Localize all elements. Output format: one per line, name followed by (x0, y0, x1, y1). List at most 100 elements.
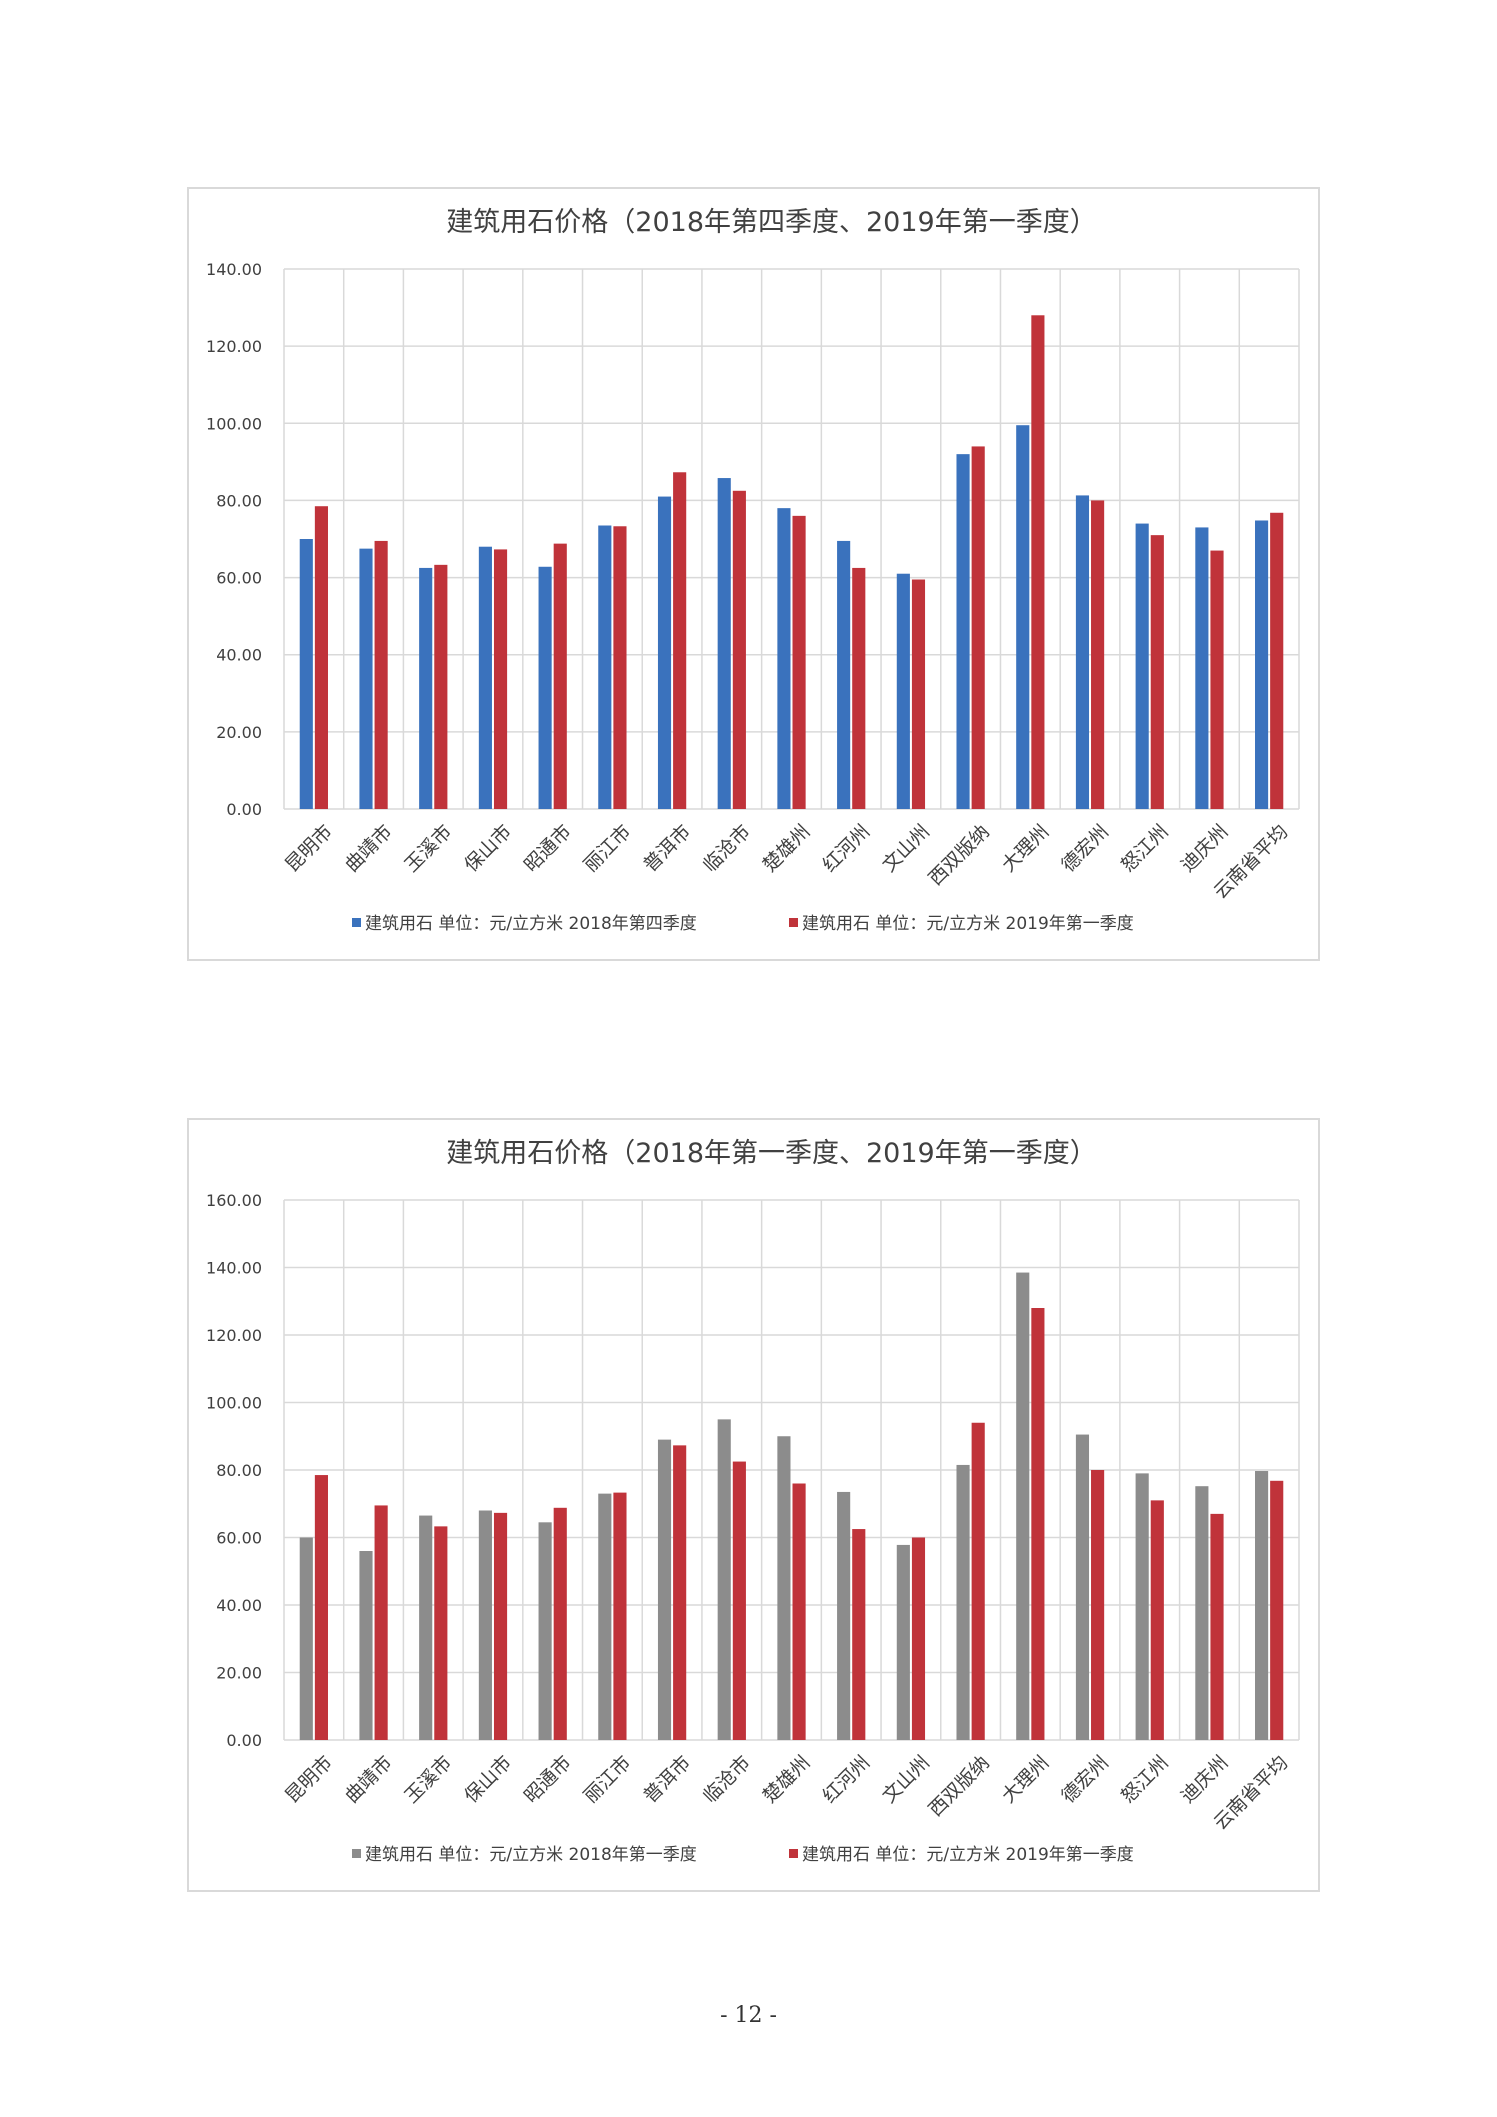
x-tick-label: 曲靖市 (341, 821, 397, 877)
y-tick-label: 120.00 (206, 1326, 262, 1345)
bar-series-2 (852, 1529, 866, 1740)
bar-series-1 (419, 1515, 433, 1740)
y-tick-label: 0.00 (226, 1731, 262, 1750)
chart-2-frame: 建筑用石价格（2018年第一季度、2019年第一季度） 0.00 20.00 40.0… (187, 1118, 1320, 1892)
y-tick-label: 80.00 (216, 491, 262, 510)
x-tick-label: 大理州 (998, 821, 1054, 877)
bar-series-2 (374, 540, 388, 809)
bar-series-2 (1210, 550, 1224, 809)
bar-series-2 (911, 1537, 926, 1740)
bar-series-2 (792, 1483, 806, 1740)
x-tick-label: 德宏州 (1057, 821, 1113, 877)
bar-series-1 (777, 1436, 791, 1740)
x-tick-label: 西双版纳 (924, 821, 993, 890)
page-number: - 12 - (720, 2003, 777, 2028)
y-tick-label: 80.00 (216, 1461, 262, 1480)
bar-series-1 (956, 1464, 970, 1740)
bar-series-1 (1135, 1473, 1149, 1740)
legend-swatch (352, 1849, 361, 1858)
chart-title: 建筑用石价格（2018年第一季度、2019年第一季度） (446, 1138, 1096, 1169)
x-tick-label: 曲靖市 (341, 1752, 397, 1808)
bar-series-1 (538, 566, 552, 809)
bar-series-1 (1075, 495, 1090, 809)
bar-series-2 (1210, 1513, 1224, 1740)
chart-2-svg: 建筑用石价格（2018年第一季度、2019年第一季度） 0.00 20.00 40.0… (206, 1138, 1300, 1865)
bar-series-2 (613, 1492, 627, 1740)
bar-series-2 (1031, 1308, 1045, 1740)
x-tick-label: 临沧市 (699, 821, 755, 877)
x-tick-label: 昭通市 (520, 821, 576, 877)
x-tick-label: 昆明市 (281, 821, 337, 877)
bar-series-1 (538, 1522, 552, 1740)
x-tick-label: 文山州 (878, 821, 934, 877)
bar-series-2 (434, 1526, 448, 1740)
y-tick-label: 140.00 (206, 260, 262, 279)
x-tick-label: 怒江州 (1117, 821, 1173, 877)
bar-series-1 (896, 1544, 910, 1740)
bar-series-2 (314, 1475, 328, 1740)
x-tick-label: 怒江州 (1117, 1752, 1173, 1808)
x-tick-label: 保山市 (460, 1752, 516, 1808)
x-tick-label: 德宏州 (1057, 1752, 1113, 1808)
bar-series-1 (598, 1493, 612, 1740)
bar-series-2 (852, 567, 866, 809)
bar-series-1 (1255, 520, 1269, 809)
bar-series-2 (1270, 1480, 1284, 1740)
bar-series-1 (1255, 1471, 1269, 1740)
y-tick-label: 40.00 (216, 646, 262, 665)
bar-series-1 (1195, 1486, 1209, 1740)
bar-series-2 (1150, 1500, 1164, 1740)
chart-1-svg: 建筑用石价格（2018年第四季度、2019年第一季度） 0.00 20.00 40.0… (206, 207, 1300, 934)
bar-series-1 (598, 525, 612, 809)
x-tick-label: 玉溪市 (401, 821, 457, 877)
x-tick-label: 普洱市 (639, 1752, 695, 1808)
bar-series-2 (613, 526, 627, 809)
bar-series-2 (732, 1461, 746, 1740)
bar-series-2 (493, 1512, 508, 1740)
bar-series-2 (673, 472, 687, 809)
legend-label: 建筑用石 单位：元/立方米 2018年第一季度 (365, 1845, 697, 1865)
bar-series-2 (1150, 535, 1164, 809)
bar-series-2 (553, 543, 567, 809)
x-tick-label: 迪庆州 (1177, 821, 1233, 877)
x-tick-label: 楚雄州 (759, 1752, 815, 1808)
y-tick-label: 100.00 (206, 1394, 262, 1413)
bar-series-2 (971, 1422, 985, 1740)
y-tick-label: 100.00 (206, 414, 262, 433)
bar-series-2 (434, 564, 448, 809)
bar-series-2 (673, 1445, 687, 1740)
legend-label: 建筑用石 单位：元/立方米 2019年第一季度 (802, 1845, 1134, 1865)
x-tick-label: 丽江市 (580, 1752, 636, 1808)
bar-series-1 (1195, 527, 1209, 809)
x-tick-label: 迪庆州 (1177, 1752, 1233, 1808)
bar-series-1 (777, 508, 791, 809)
legend-swatch (352, 918, 361, 927)
y-tick-label: 120.00 (206, 337, 262, 356)
bar-series-2 (493, 549, 508, 809)
y-tick-label: 20.00 (216, 723, 262, 742)
bar-series-1 (1016, 425, 1030, 809)
bar-series-2 (1091, 1470, 1105, 1740)
bar-series-1 (299, 539, 313, 809)
y-tick-label: 20.00 (216, 1664, 262, 1683)
bar-series-2 (971, 446, 985, 809)
bar-series-1 (1075, 1434, 1090, 1740)
bar-series-2 (374, 1505, 388, 1740)
bar-series-2 (792, 515, 806, 809)
legend-label: 建筑用石 单位：元/立方米 2019年第一季度 (802, 914, 1134, 934)
bar-series-1 (359, 548, 373, 809)
bar-series-2 (732, 490, 746, 809)
legend-swatch (789, 918, 798, 927)
bar-series-1 (359, 1551, 373, 1740)
chart-1-frame: 建筑用石价格（2018年第四季度、2019年第一季度） 0.00 20.00 40.0… (187, 187, 1320, 961)
bar-series-2 (911, 579, 926, 809)
bar-series-1 (419, 567, 433, 809)
x-tick-label: 楚雄州 (759, 821, 815, 877)
bar-series-1 (657, 1439, 672, 1740)
bar-series-1 (837, 540, 851, 809)
x-tick-label: 普洱市 (639, 821, 695, 877)
bar-series-1 (1016, 1272, 1030, 1740)
x-tick-label: 玉溪市 (401, 1752, 457, 1808)
bar-series-2 (553, 1507, 567, 1740)
bar-series-1 (956, 454, 970, 809)
